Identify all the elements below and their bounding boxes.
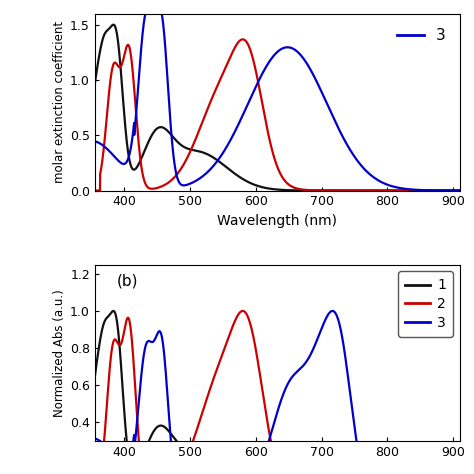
- Y-axis label: Normalized Abs (a.u.): Normalized Abs (a.u.): [53, 289, 66, 417]
- Text: (b): (b): [117, 273, 138, 288]
- Y-axis label: molar extinction coefficient: molar extinction coefficient: [53, 21, 66, 183]
- X-axis label: Wavelength (nm): Wavelength (nm): [217, 214, 337, 228]
- Legend: 1, 2, 3: 1, 2, 3: [398, 272, 453, 337]
- Legend: 3: 3: [391, 22, 452, 49]
